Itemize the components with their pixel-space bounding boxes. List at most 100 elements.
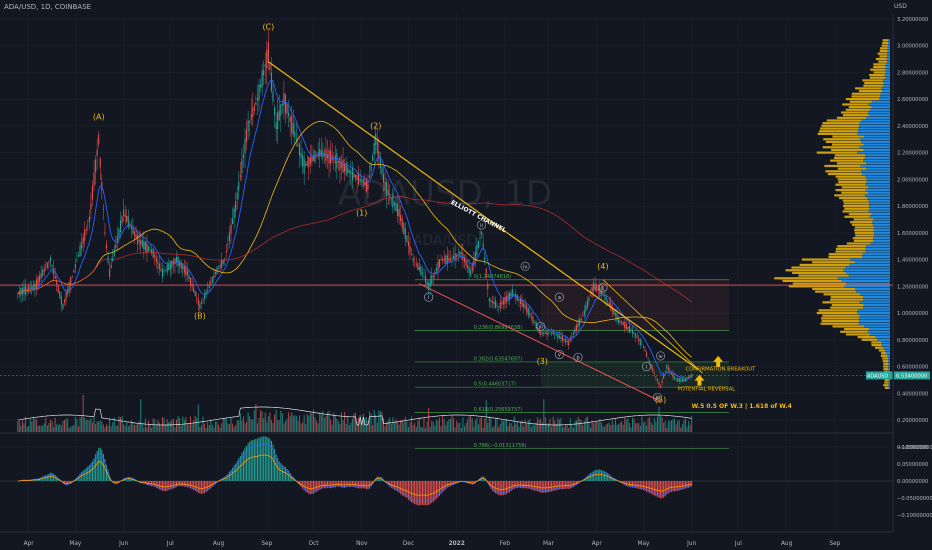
volume-bar	[518, 426, 520, 432]
candle-body	[625, 323, 627, 330]
candle-body	[364, 181, 366, 186]
profile-bar-sell	[785, 269, 844, 272]
volume-bar	[568, 427, 570, 432]
candle-body	[157, 261, 159, 265]
macd-histogram-bar	[403, 481, 405, 497]
macd-histogram-bar	[390, 481, 392, 488]
volume-bar	[630, 427, 632, 432]
macd-histogram-bar	[537, 481, 539, 492]
volume-bar	[200, 425, 202, 432]
volume-bar	[400, 420, 402, 432]
volume-bar	[577, 416, 579, 432]
volume-bar	[191, 424, 193, 432]
volume-bar	[647, 418, 649, 432]
profile-bar-buy	[857, 309, 890, 312]
macd-histogram-bar	[166, 481, 168, 491]
volume-bar	[565, 424, 567, 432]
candle-body	[448, 258, 450, 262]
candle-body	[439, 259, 441, 267]
wave-label-circle	[554, 292, 564, 302]
volume-bar	[295, 416, 297, 432]
candle-body	[557, 333, 559, 339]
volume-bar	[74, 417, 76, 432]
candle-body	[175, 256, 178, 263]
volume-bar	[140, 399, 142, 432]
volume-average-line	[17, 406, 692, 426]
volume-bar	[373, 409, 375, 432]
macd-histogram-bar	[339, 481, 341, 488]
candle-body	[48, 261, 50, 263]
volume-bar	[488, 416, 490, 432]
candle-body	[429, 279, 431, 287]
candle-body	[485, 268, 487, 278]
candle-body	[631, 330, 634, 334]
macd-histogram-bar	[677, 481, 679, 491]
profile-bar-sell	[832, 325, 865, 328]
candle-body	[661, 380, 663, 383]
profile-bar-sell	[869, 76, 885, 79]
volume-bar	[644, 421, 646, 432]
candle-body	[653, 372, 655, 374]
profile-bar-sell	[870, 68, 886, 71]
macd-histogram-bar	[334, 481, 336, 488]
candle-body	[443, 258, 445, 261]
candle-body	[515, 293, 517, 299]
candle-body	[677, 378, 679, 382]
volume-bar	[233, 426, 235, 432]
macd-histogram-bar	[367, 481, 369, 490]
profile-bar-buy	[863, 295, 890, 299]
macd-histogram-bar	[280, 463, 282, 481]
volume-bar	[190, 416, 192, 432]
profile-bar-sell	[855, 234, 875, 237]
candle-body	[607, 300, 609, 302]
macd-histogram-bar	[283, 466, 285, 481]
profile-bar-buy	[881, 87, 890, 90]
macd-histogram-bar	[250, 440, 252, 481]
candle-body	[98, 134, 100, 145]
macd-histogram-bar	[530, 481, 532, 490]
candle-body	[211, 277, 213, 283]
candle-body	[76, 260, 78, 262]
candle-body	[227, 244, 229, 245]
macd-histogram-bar	[560, 481, 562, 490]
wave-label-primary: (1)	[356, 209, 367, 218]
volume-bar	[37, 425, 39, 432]
profile-bar-sell	[854, 226, 875, 229]
macd-histogram-bar	[260, 437, 262, 481]
volume-bar	[120, 417, 122, 432]
candle-body	[56, 280, 58, 286]
candle-body	[453, 256, 455, 260]
candle-body	[446, 255, 448, 265]
candle-body	[40, 273, 42, 279]
wave-label-circled: v	[558, 353, 561, 359]
volume-bar	[585, 417, 587, 432]
macd-histogram-bar	[46, 474, 48, 481]
profile-bar-sell	[774, 277, 838, 280]
macd-histogram-bar	[566, 481, 568, 489]
time-tick-label: Aug	[781, 541, 793, 547]
volume-bar	[423, 417, 425, 432]
candle-body	[252, 108, 254, 118]
macd-histogram-bar	[397, 481, 399, 492]
candle-body	[155, 257, 157, 262]
macd-histogram-bar	[90, 463, 92, 481]
macd-histogram-bar	[228, 471, 230, 481]
volume-bar	[281, 413, 283, 432]
volume-bar	[309, 413, 311, 432]
wave-label-circled: iv	[523, 264, 527, 270]
macd-histogram-bar	[241, 452, 243, 481]
candle-body	[621, 321, 623, 324]
volume-bar	[256, 423, 258, 432]
volume-bar	[205, 427, 207, 432]
volume-bar	[222, 418, 224, 432]
volume-bar	[81, 416, 83, 432]
profile-bar-sell	[840, 330, 868, 333]
candle-body	[28, 285, 30, 293]
profile-bar-buy	[860, 170, 890, 173]
candle-body	[477, 240, 480, 248]
volume-bar	[594, 422, 596, 432]
macd-histogram-bar	[555, 481, 557, 491]
candle-body	[256, 97, 259, 101]
volume-bar	[227, 423, 229, 432]
